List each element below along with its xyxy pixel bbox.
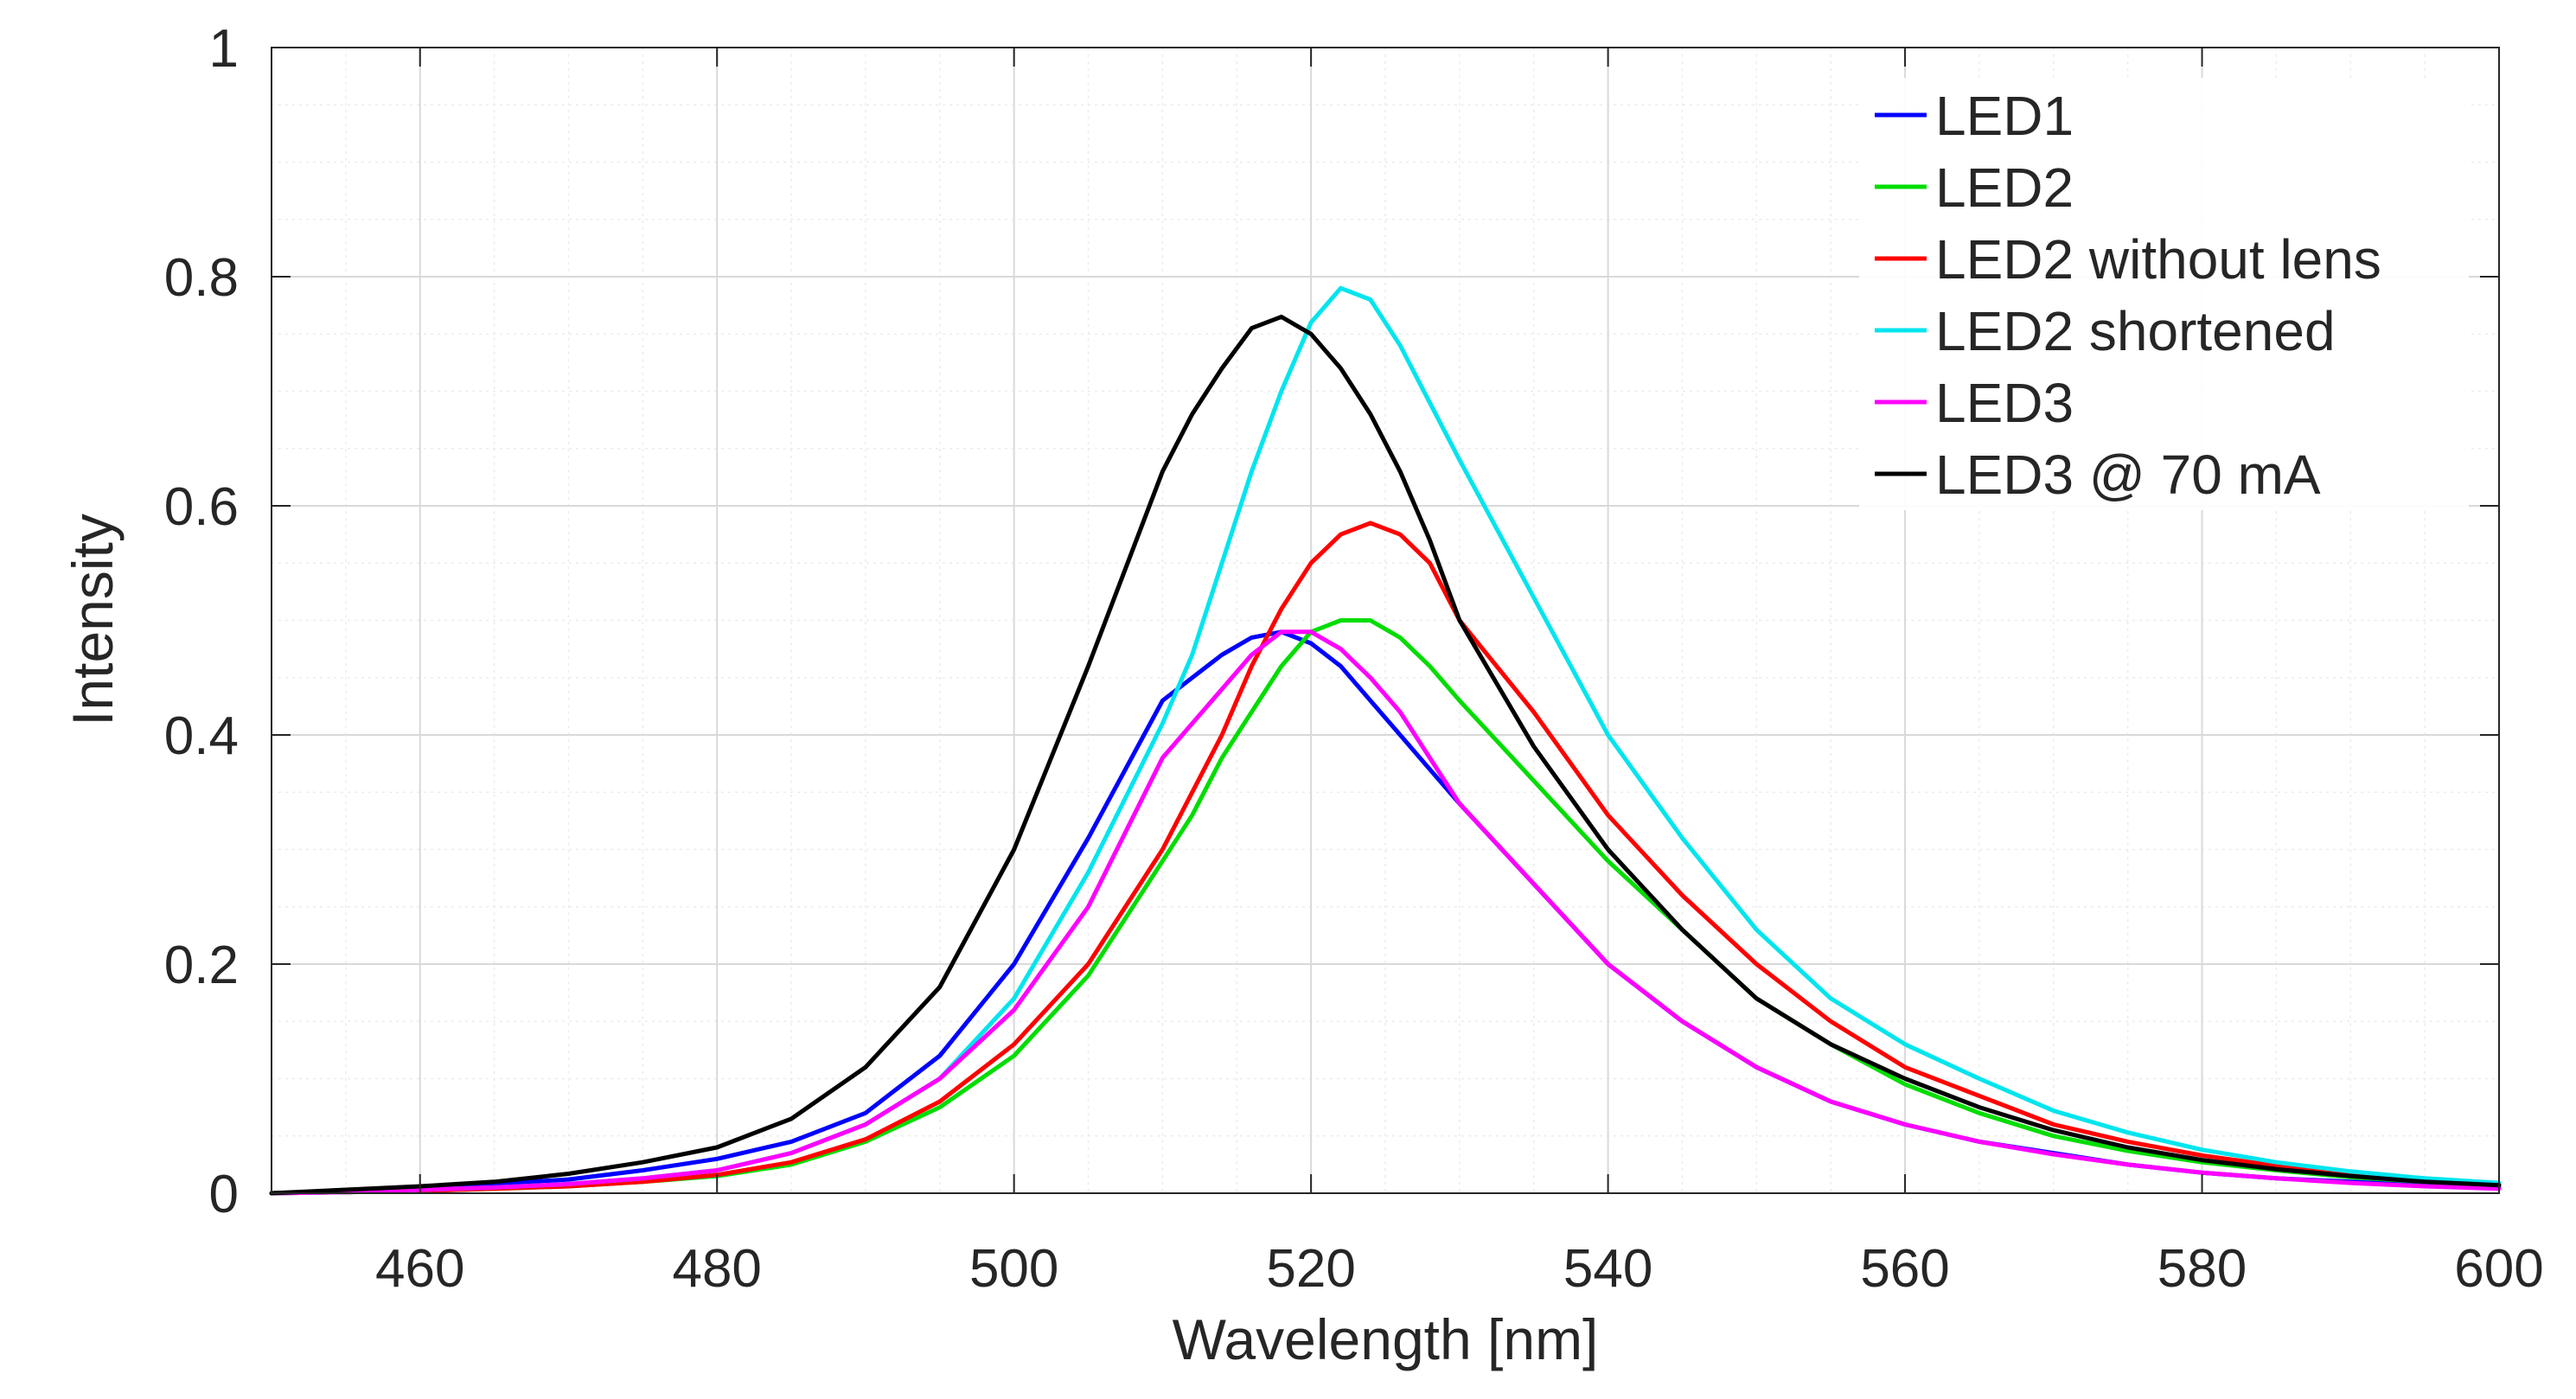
x-tick-label: 500 — [969, 1239, 1058, 1299]
legend-label: LED3 — [1935, 372, 2074, 434]
x-tick-label: 540 — [1563, 1239, 1652, 1299]
series-line-led3 — [269, 629, 2502, 1196]
x-tick-label: 520 — [1266, 1239, 1355, 1299]
legend-item: LED2 — [1875, 157, 2074, 219]
x-axis-label: Wavelength [nm] — [1173, 1307, 1599, 1371]
series-line-led3-70-ma — [269, 314, 2502, 1196]
legend: LED1 LED2 LED2 without lens LED2 shortened L… — [1859, 78, 2469, 510]
legend-label: LED2 shortened — [1935, 300, 2336, 362]
legend-item: LED2 without lens — [1875, 228, 2381, 291]
y-tick-label: 0.8 — [164, 248, 239, 308]
y-axis-label: Intensity — [61, 514, 125, 726]
x-tick-label: 560 — [1860, 1239, 1949, 1299]
y-tick-label: 0.2 — [164, 936, 239, 995]
x-tick-label: 600 — [2454, 1239, 2543, 1299]
x-tick-label: 580 — [2157, 1239, 2247, 1299]
tick-marks — [272, 47, 2500, 1194]
legend-label: LED1 — [1935, 85, 2074, 147]
y-tick-label: 0.6 — [164, 477, 239, 537]
y-tick-labels: 0 0.2 0.4 0.6 0.8 1 — [164, 19, 239, 1224]
legend-box — [1859, 78, 2469, 510]
legend-label: LED3 @ 70 mA — [1935, 444, 2321, 506]
legend-label: LED2 without lens — [1935, 228, 2381, 291]
y-tick-label: 0 — [209, 1165, 239, 1224]
y-tick-label: 1 — [209, 19, 239, 79]
legend-label: LED2 — [1935, 157, 2074, 219]
x-tick-label: 480 — [672, 1239, 761, 1299]
x-tick-labels: 460 480 500 520 540 560 580 600 — [375, 1239, 2544, 1299]
legend-item: LED1 — [1875, 85, 2074, 147]
legend-item: LED3 — [1875, 372, 2074, 434]
legend-item: LED3 @ 70 mA — [1875, 444, 2321, 506]
legend-item: LED2 shortened — [1875, 300, 2336, 362]
x-tick-label: 460 — [375, 1239, 464, 1299]
axes-frame — [271, 47, 2500, 1194]
y-tick-label: 0.4 — [164, 706, 239, 766]
